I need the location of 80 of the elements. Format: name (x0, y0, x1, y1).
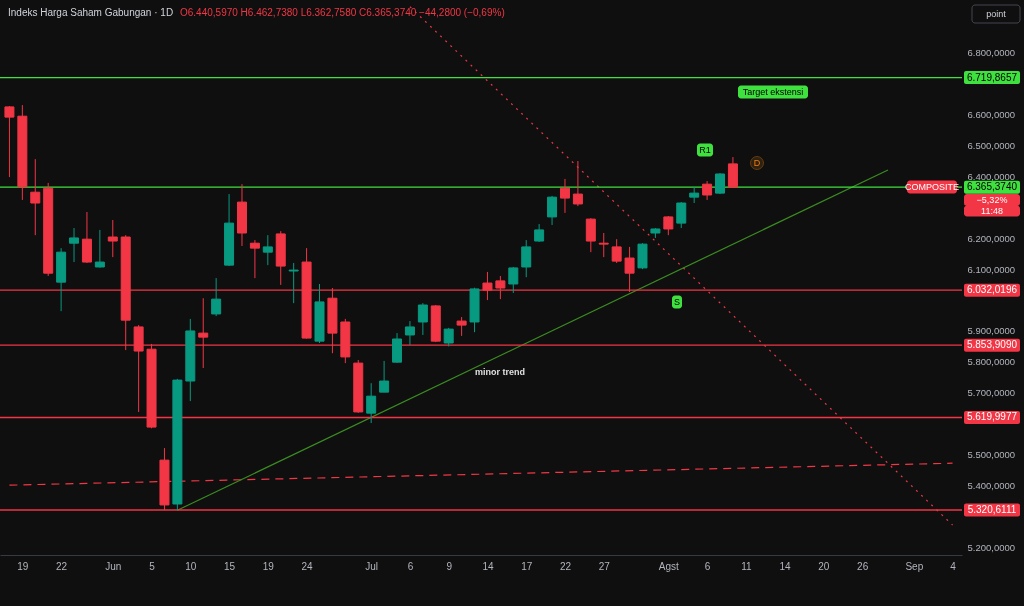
y-tick-label: 5.900,0000 (967, 325, 1016, 337)
x-tick-label: 22 (559, 560, 572, 572)
x-tick-label: 20 (818, 560, 830, 572)
candlestick (598, 232, 609, 258)
y-tick-label: 5.800,0000 (967, 356, 1016, 368)
candlestick (585, 217, 596, 253)
x-tick-label: Jul (365, 560, 379, 572)
x-tick-label: 14 (779, 560, 792, 572)
x-tick-label: 27 (598, 560, 611, 572)
text: −5,32% (976, 195, 1008, 205)
x-tick-label: 19 (262, 560, 275, 572)
y-tick-label: 6.600,0000 (967, 109, 1016, 121)
x-tick-label: 24 (301, 560, 314, 572)
y-tick-label: 5.200,0000 (967, 541, 1016, 553)
ref-line-label: 6.719,8657 (966, 71, 1018, 83)
candlestick (559, 178, 570, 214)
x-tick-label: 6 (704, 560, 711, 572)
candlestick (4, 105, 15, 178)
candlestick (249, 239, 260, 279)
candlestick (572, 160, 583, 207)
text: 11:48 (981, 206, 1003, 216)
candlestick (262, 234, 273, 266)
x-tick-label: 11 (741, 560, 752, 572)
annotation: R1 (699, 145, 711, 155)
x-tick-label: 4 (950, 560, 957, 572)
annotation: minor trend (474, 367, 526, 377)
x-tick-label: Sep (905, 560, 924, 572)
candlestick (637, 242, 648, 270)
candlestick (30, 158, 41, 236)
y-tick-label: 6.500,0000 (967, 140, 1016, 152)
ref-line-label: 6.032,0196 (966, 284, 1018, 296)
x-tick-label: 19 (17, 560, 29, 572)
ref-line-label: 5.619,9977 (966, 411, 1018, 423)
text: point (986, 9, 1007, 19)
x-tick-label: Agst (658, 560, 680, 572)
x-tick-label: Jun (105, 560, 122, 572)
candlestick (727, 156, 738, 189)
x-tick-label: 9 (446, 560, 453, 572)
x-tick-label: 22 (56, 560, 68, 572)
y-tick-label: 6.100,0000 (967, 263, 1016, 275)
ref-line-label: 5.320,6111 (967, 504, 1017, 515)
candlestick (611, 238, 622, 264)
x-tick-label: 14 (482, 560, 494, 572)
candlestick (663, 215, 674, 236)
candlestick (366, 382, 377, 424)
annotation: D (753, 158, 761, 168)
text: O6.440,5970 H6.462,7380 L6.362,7580 C6.365,3740 −44,2800 (−0,69%) (180, 7, 505, 18)
candlestick (107, 219, 118, 258)
annotation: Target ekstensi (742, 87, 804, 97)
candlestick (94, 229, 105, 269)
candlestick (521, 239, 532, 278)
x-tick-label: 10 (185, 560, 197, 572)
y-tick-label: 5.400,0000 (967, 479, 1016, 491)
x-tick-label: 26 (857, 560, 869, 572)
candlestick (702, 180, 713, 201)
y-tick-label: 5.500,0000 (967, 449, 1016, 461)
x-tick-label: 15 (224, 560, 236, 572)
candlestick (392, 332, 403, 364)
y-tick-label: 6.400,0000 (967, 170, 1016, 182)
y-tick-label: 5.700,0000 (967, 387, 1016, 399)
candlestick (69, 227, 80, 263)
ref-line-label: 6.365,3740 (966, 181, 1018, 193)
candlestick (211, 277, 222, 317)
candlestick (676, 201, 687, 229)
annotation: S (673, 297, 681, 307)
candlestick (404, 320, 415, 346)
y-tick-label: 6.200,0000 (967, 232, 1016, 244)
x-tick-label: 6 (407, 560, 414, 572)
y-tick-label: 6.800,0000 (967, 47, 1016, 59)
candlestick (379, 360, 390, 393)
x-tick-label: 17 (521, 560, 533, 572)
candlestick (417, 302, 428, 336)
text: Indeks Harga Saham Gabungan · 1D (8, 7, 174, 18)
candlestick (81, 211, 92, 264)
candlestick (547, 195, 558, 226)
ref-line-label: 5.853,9090 (966, 339, 1018, 351)
candlestick (288, 262, 299, 304)
x-tick-label: 5 (149, 560, 156, 572)
candlestick (508, 266, 519, 294)
candlestick (456, 316, 467, 337)
